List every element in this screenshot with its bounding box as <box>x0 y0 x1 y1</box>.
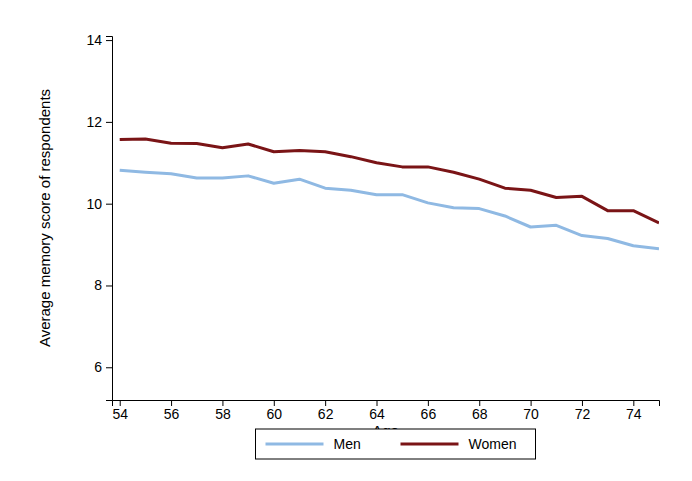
x-tick-label: 64 <box>369 406 385 422</box>
x-tick: 62 <box>318 400 334 422</box>
x-tick: 58 <box>215 400 231 422</box>
y-tick-mark <box>106 285 112 286</box>
y-tick: 12 <box>86 114 112 130</box>
y-tick-mark <box>106 40 112 41</box>
legend-label: Men <box>334 436 361 452</box>
x-axis: 54 56 58 60 62 64 66 68 70 72 74 <box>112 400 659 422</box>
series-line <box>120 139 659 223</box>
legend-swatch <box>266 443 324 446</box>
x-tick-label: 58 <box>215 406 231 422</box>
x-tick: 74 <box>626 400 642 422</box>
x-tick: 72 <box>575 400 591 422</box>
x-tick: 64 <box>369 400 385 422</box>
legend-swatch <box>401 443 459 446</box>
x-tick: 56 <box>164 400 180 422</box>
y-tick-mark <box>106 122 112 123</box>
x-tick-label: 70 <box>523 406 539 422</box>
y-tick-mark <box>106 367 112 368</box>
y-axis-line <box>106 37 113 401</box>
y-tick: 6 <box>94 359 112 375</box>
x-tick-label: 72 <box>575 406 591 422</box>
x-tick: 70 <box>523 400 539 422</box>
series-group <box>120 139 659 249</box>
y-tick: 14 <box>86 32 112 48</box>
y-tick: 8 <box>94 277 112 293</box>
y-tick: 10 <box>86 196 112 212</box>
y-tick-label: 14 <box>86 32 102 48</box>
x-tick-label: 62 <box>318 406 334 422</box>
x-tick-label: 60 <box>266 406 282 422</box>
y-tick-mark <box>106 204 112 205</box>
x-tick-label: 74 <box>626 406 642 422</box>
legend-label: Women <box>469 436 517 452</box>
x-tick: 54 <box>112 400 128 422</box>
y-axis: 6 8 10 12 14 <box>86 32 112 400</box>
x-tick: 60 <box>266 400 282 422</box>
y-tick-label: 8 <box>94 277 102 293</box>
x-tick-label: 56 <box>164 406 180 422</box>
chart: 545658606264666870727468101214AgeAverage… <box>0 0 692 481</box>
plot-area: 545658606264666870727468101214 <box>86 32 659 422</box>
y-tick-label: 10 <box>86 196 102 212</box>
y-tick-label: 6 <box>94 359 102 375</box>
y-tick-label: 12 <box>86 114 102 130</box>
x-tick-label: 66 <box>421 406 437 422</box>
legend-box <box>256 429 536 459</box>
x-tick-label: 68 <box>472 406 488 422</box>
y-axis-title: Average memory score of respondents <box>36 89 53 347</box>
series-line <box>120 170 659 249</box>
x-tick: 68 <box>472 400 488 422</box>
x-tick-label: 54 <box>112 406 128 422</box>
x-tick: 66 <box>421 400 437 422</box>
legend: Men Women <box>256 429 536 459</box>
